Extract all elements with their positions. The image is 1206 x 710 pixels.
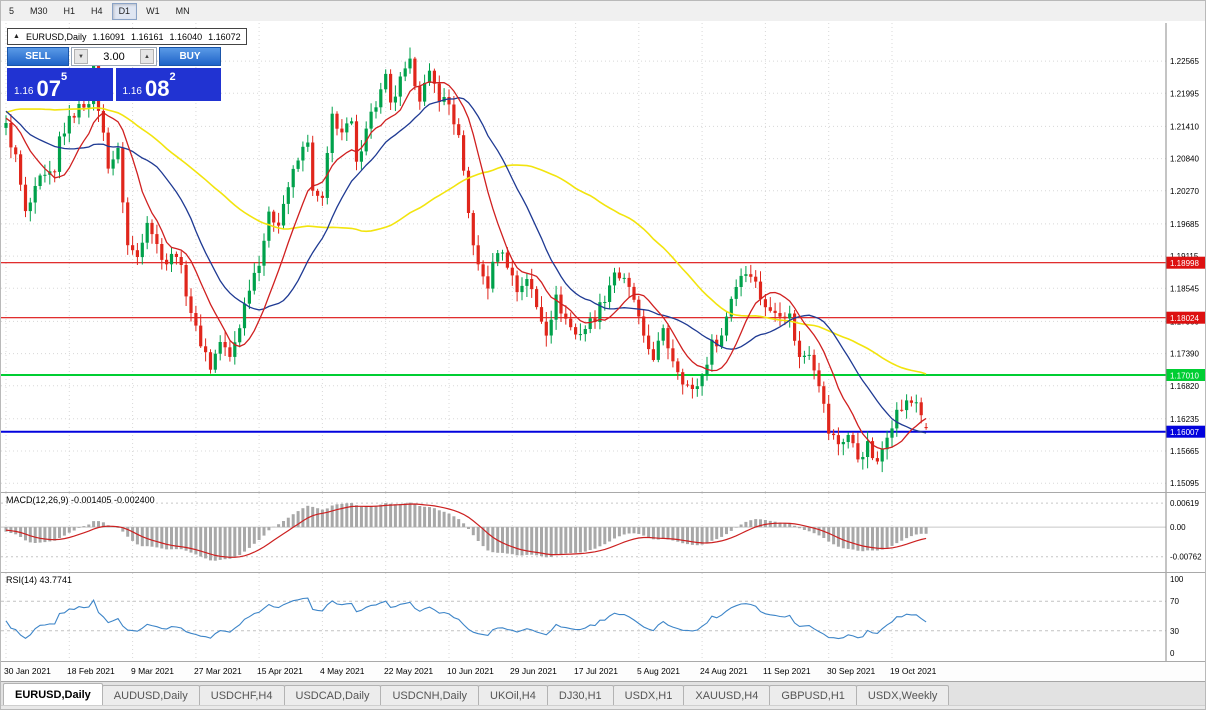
svg-text:1.18998: 1.18998 <box>1170 259 1199 268</box>
chart-tab-usdx-h1[interactable]: USDX,H1 <box>612 685 685 705</box>
collapse-chart-icon[interactable]: ▲ <box>13 33 20 40</box>
timeframe-button-mn[interactable]: MN <box>175 6 190 16</box>
svg-text:1.16007: 1.16007 <box>1170 428 1199 437</box>
date-label: 17 Jul 2021 <box>574 666 618 676</box>
ask-price-sup: 2 <box>169 71 176 83</box>
svg-text:70: 70 <box>1170 597 1179 606</box>
chart-tab-ukoil-h4[interactable]: UKOil,H4 <box>478 685 548 705</box>
ask-price-box[interactable]: 1.16 08 2 <box>115 68 221 101</box>
bid-price-sup: 5 <box>60 71 68 83</box>
panel-splitter[interactable] <box>1 492 1205 493</box>
svg-text:0.00619: 0.00619 <box>1170 499 1199 508</box>
svg-text:1.21995: 1.21995 <box>1170 89 1199 98</box>
svg-text:1.22565: 1.22565 <box>1170 57 1199 66</box>
timeframe-button-d1[interactable]: D1 <box>111 2 138 20</box>
date-label: 5 Aug 2021 <box>637 666 681 676</box>
svg-text:1.21410: 1.21410 <box>1170 122 1199 131</box>
chart-ohlc-header: ▲ EURUSD,Daily 1.16091 1.16161 1.16040 1… <box>7 28 247 45</box>
svg-text:1.20270: 1.20270 <box>1170 187 1199 196</box>
chart-tab-usdx-weekly[interactable]: USDX,Weekly <box>855 685 950 705</box>
chart-tab-usdchf-h4[interactable]: USDCHF,H4 <box>198 685 285 705</box>
date-label: 10 Jun 2021 <box>447 666 494 676</box>
price-chart-panel[interactable]: 1.22565 1.21995 1.21410 1.20840 1.20270 1.196… <box>1 23 1206 492</box>
date-axis[interactable]: 30 Jan 2021 18 Feb 2021 9 Mar 2021 27 Mar 2… <box>1 662 1205 681</box>
rsi-indicator-panel[interactable]: 100 70 30 0 <box>1 573 1206 661</box>
svg-text:1.15665: 1.15665 <box>1170 447 1199 456</box>
sell-button[interactable]: SELL <box>7 47 69 66</box>
svg-text:1.20840: 1.20840 <box>1170 155 1199 164</box>
svg-text:1.19115: 1.19115 <box>1170 252 1199 261</box>
timeframe-button-5[interactable]: 5 <box>9 6 15 16</box>
svg-text:1.17390: 1.17390 <box>1170 350 1199 359</box>
date-label: 22 May 2021 <box>384 666 434 676</box>
date-label: 11 Sep 2021 <box>763 666 811 676</box>
macd-indicator-panel[interactable]: 0.00619 0.00 -0.00762 <box>1 493 1206 572</box>
volume-decrease-icon[interactable]: ▼ <box>74 49 88 64</box>
svg-text:30: 30 <box>1170 627 1179 636</box>
chart-tab-gbpusd-h1[interactable]: GBPUSD,H1 <box>769 685 857 705</box>
panel-splitter <box>1 661 1205 662</box>
date-label: 15 Apr 2021 <box>257 666 303 676</box>
date-label: 18 Feb 2021 <box>67 666 115 676</box>
date-label: 27 Mar 2021 <box>194 666 242 676</box>
svg-text:0: 0 <box>1170 649 1175 658</box>
svg-text:1.17010: 1.17010 <box>1170 372 1199 381</box>
date-label: 30 Sep 2021 <box>827 666 876 676</box>
chart-tab-xauusd-h4[interactable]: XAUUSD,H4 <box>683 685 771 705</box>
volume-increase-icon[interactable]: ▲ <box>139 49 154 64</box>
rsi-label: RSI(14) 43.7741 <box>6 575 73 585</box>
ohlc-low: 1.16040 <box>169 31 203 42</box>
chart-tab-usdcnh-daily[interactable]: USDCNH,Daily <box>380 685 480 705</box>
chart-tab-usdcad-daily[interactable]: USDCAD,Daily <box>283 685 382 705</box>
date-label: 24 Aug 2021 <box>700 666 748 676</box>
svg-text:100: 100 <box>1170 575 1184 584</box>
bid-price-prefix: 1.16 <box>14 86 34 97</box>
timeframe-toolbar: 5 M30 H1 H4 D1 W1 MN <box>1 1 1205 22</box>
svg-text:0.00: 0.00 <box>1170 523 1186 532</box>
svg-text:1.18545: 1.18545 <box>1170 284 1199 293</box>
ohlc-open: 1.16091 <box>92 31 125 42</box>
macd-label: MACD(12,26,9) -0.001405 -0.002400 <box>6 495 155 505</box>
timeframe-button-h4[interactable]: H4 <box>91 6 103 16</box>
chart-tab-eurusd-daily[interactable]: EURUSD,Daily <box>3 683 103 705</box>
volume-value[interactable]: 3.00 <box>103 50 125 63</box>
svg-text:1.18024: 1.18024 <box>1170 314 1199 323</box>
svg-text:-0.00762: -0.00762 <box>1170 553 1202 562</box>
ohlc-high: 1.16161 <box>131 31 164 42</box>
panel-splitter[interactable] <box>1 572 1205 573</box>
date-label: 19 Oct 2021 <box>890 666 937 676</box>
bid-price-box[interactable]: 1.16 07 5 <box>7 68 113 101</box>
volume-field[interactable]: ▼ 3.00 ▲ <box>71 47 157 66</box>
buy-button[interactable]: BUY <box>159 47 221 66</box>
bid-price-big: 07 <box>36 76 61 101</box>
ohlc-close: 1.16072 <box>208 31 241 42</box>
svg-text:1.16235: 1.16235 <box>1170 415 1199 424</box>
date-label: 4 May 2021 <box>320 666 365 676</box>
timeframe-button-m30[interactable]: M30 <box>30 6 48 16</box>
ask-price-prefix: 1.16 <box>122 86 142 97</box>
chart-tab-audusd-daily[interactable]: AUDUSD,Daily <box>101 685 200 705</box>
timeframe-button-w1[interactable]: W1 <box>146 6 160 16</box>
timeframe-button-h1[interactable]: H1 <box>63 6 76 16</box>
date-label: 9 Mar 2021 <box>131 666 174 676</box>
chart-tab-bar: EURUSD,Daily AUDUSD,Daily USDCHF,H4 USDCAD,… <box>1 681 1205 705</box>
ask-price-big: 08 <box>144 76 170 101</box>
date-label: 30 Jan 2021 <box>4 666 51 676</box>
svg-text:1.16820: 1.16820 <box>1170 382 1199 391</box>
one-click-trade-widget: SELL ▼ 3.00 ▲ BUY 1.16 07 5 1.16 08 2 <box>7 47 221 101</box>
date-label: 29 Jun 2021 <box>510 666 557 676</box>
chart-tab-dj30-h1[interactable]: DJ30,H1 <box>546 685 614 705</box>
svg-text:1.15095: 1.15095 <box>1170 479 1199 488</box>
chart-symbol-label: EURUSD,Daily <box>25 31 87 42</box>
horizontal-scrollbar[interactable] <box>1 705 1205 709</box>
svg-text:1.19685: 1.19685 <box>1170 220 1199 229</box>
